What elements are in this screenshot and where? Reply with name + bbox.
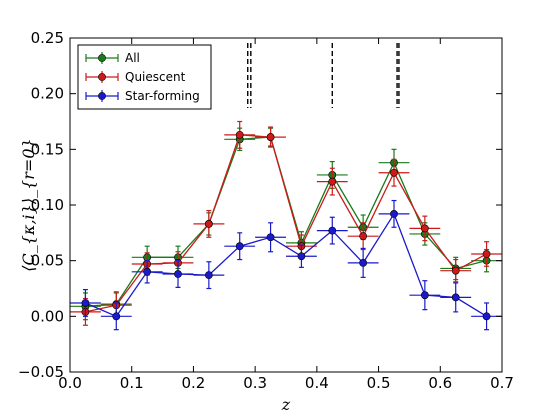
x-tick-label: 0.7 [490,374,514,392]
y-axis-label-text: ⟨C_{κ,i}⟩_{r=0} [19,138,38,271]
data-point [81,299,90,307]
data-point [359,258,368,267]
data-point [235,130,244,139]
data-point [482,250,491,258]
x-tick-label: 0.6 [428,374,452,392]
x-tick-label: 0.3 [243,374,267,392]
x-tick-label: 0.1 [120,374,144,392]
x-tick-label: 0.4 [305,374,329,392]
x-tick-label: 0.0 [58,374,82,392]
y-axis-label: ⟨C_{κ,i}⟩_{r=0} [19,138,38,271]
legend-label: Star-forming [125,89,200,103]
plot-series [70,120,502,331]
series-star-forming [70,199,502,331]
data-point [143,267,152,276]
data-point [204,220,213,228]
legend-label: Quiescent [125,70,186,84]
legend-entry: Quiescent [85,70,186,84]
y-tick-label: −0.05 [18,363,64,381]
legend-marker [98,92,106,100]
legend-label: All [125,51,140,65]
legend-entry: Star-forming [85,89,200,103]
y-tick-label: 0.05 [31,252,64,270]
legend: All Quiescent Star-forming [77,44,212,110]
reference-lines [247,43,400,108]
data-point [359,232,368,241]
y-tick-label: 0.25 [31,29,64,47]
data-point [390,210,398,218]
y-tick-label: 0.10 [31,196,64,214]
data-point [451,266,460,275]
data-point [420,224,429,233]
data-point [297,252,306,261]
y-tick-label: 0.15 [31,140,64,158]
data-point [328,177,337,186]
axis-ticks: 0.0 0.1 0.2 0.3 0.4 0.5 0.6 0.7 −0.05 0.00 0.05 0.1… [18,29,514,392]
data-point [266,133,275,141]
data-point [451,293,460,302]
data-point [204,271,213,280]
y-tick-label: 0.20 [31,85,64,103]
legend-marker [98,54,106,62]
data-point [235,242,244,251]
x-tick-label: 0.5 [367,374,391,392]
legend-entry: All [85,51,140,65]
legend-marker [98,73,106,81]
data-point [174,270,182,278]
data-point [482,312,491,321]
data-point [112,312,121,321]
x-tick-label: 0.2 [181,374,205,392]
data-point [266,233,275,242]
data-point [420,291,429,300]
data-point [328,226,337,235]
x-axis-label: z [281,395,291,414]
data-point [390,168,398,177]
series-all [70,127,502,321]
y-tick-label: 0.00 [31,307,64,325]
